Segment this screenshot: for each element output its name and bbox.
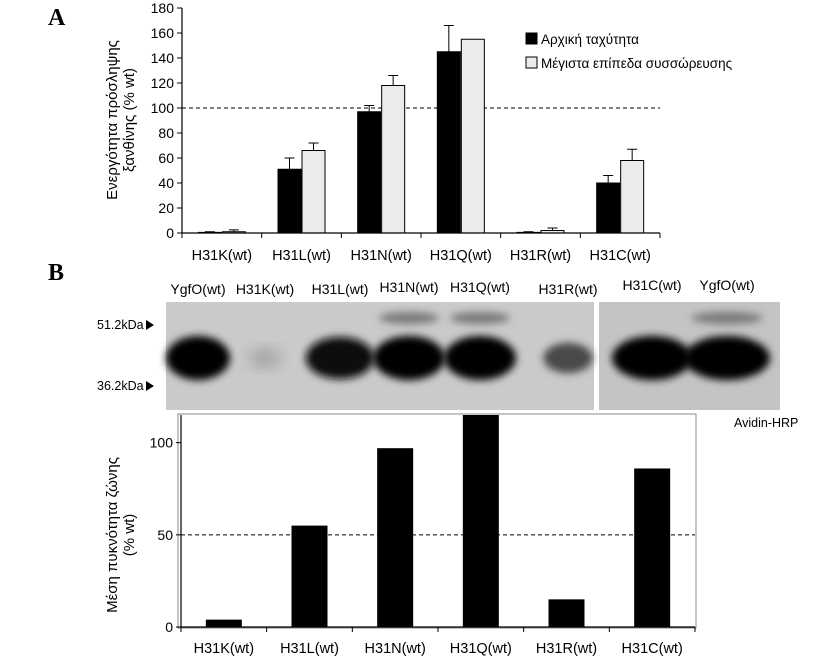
chart-a-bar-initial-1 bbox=[277, 168, 302, 234]
legend-swatch-max-accumulation bbox=[525, 56, 538, 69]
chart-a-bar-max-5 bbox=[620, 160, 645, 234]
chart-a-xtick-label: H31K(wt) bbox=[192, 248, 252, 264]
chart-a-bar-initial-3 bbox=[436, 51, 461, 234]
chart-a-bar-max-2 bbox=[381, 85, 406, 234]
marker-36-arrow bbox=[146, 381, 154, 391]
lane-label-1: H31K(wt) bbox=[236, 281, 294, 297]
chart-a-ytick-label: 140 bbox=[151, 50, 175, 66]
chart-b-xtick-label: H31R(wt) bbox=[536, 641, 597, 657]
blot-upper-band-4 bbox=[450, 312, 510, 324]
blot-band-2 bbox=[305, 336, 375, 380]
chart-a-ylabel-line1: Ενεργότητα πρόσληψης bbox=[104, 40, 121, 200]
marker-36-label: 36.2kDa bbox=[97, 379, 144, 393]
blot-band-4 bbox=[444, 336, 516, 380]
panel-b-letter: B bbox=[48, 260, 64, 286]
marker-51-label: 51.2kDa bbox=[97, 318, 144, 332]
chart-a-bar-max-1 bbox=[301, 150, 326, 234]
chart-b-xtick-label: H31L(wt) bbox=[280, 641, 339, 657]
legend-swatch-initial-rate bbox=[525, 32, 538, 45]
chart-a-ytick-label: 100 bbox=[151, 100, 175, 116]
chart-a-legend: Αρχική ταχύτητα Μέγιστα επίπεδα συσσώρευ… bbox=[525, 32, 733, 71]
chart-b-bar-4 bbox=[548, 599, 585, 627]
chart-a-ytick-label: 0 bbox=[166, 225, 174, 241]
chart-b-ytick-label: 50 bbox=[157, 527, 173, 543]
chart-b-ytick-label: 100 bbox=[150, 435, 174, 451]
chart-b-ylabel-line2: (% wt) bbox=[121, 514, 138, 557]
chart-b-bar-1 bbox=[291, 525, 328, 627]
chart-a-ytick-label: 80 bbox=[158, 125, 174, 141]
lane-label-7: YgfO(wt) bbox=[699, 277, 754, 293]
blot-band-5 bbox=[543, 342, 593, 374]
chart-a-xtick-label: H31R(wt) bbox=[510, 248, 571, 264]
chart-a-ylabel-line2: ξανθίνης (% wt) bbox=[121, 68, 138, 172]
chart-a-ytick-label: 20 bbox=[158, 200, 174, 216]
lane-label-0: YgfO(wt) bbox=[170, 281, 225, 297]
chart-b-bar-3 bbox=[462, 415, 499, 627]
chart-b-bar-5 bbox=[634, 468, 671, 627]
blot-upper-band-3 bbox=[379, 312, 439, 324]
lane-label-2: H31L(wt) bbox=[312, 281, 369, 297]
chart-b-xtick-label: H31Q(wt) bbox=[450, 641, 512, 657]
chart-a-xtick-label: H31C(wt) bbox=[590, 248, 651, 264]
blot-upper-band-7 bbox=[691, 312, 763, 324]
blot-band-1 bbox=[249, 350, 281, 366]
chart-b-bar-0 bbox=[205, 619, 242, 627]
chart-b-xtick-label: H31N(wt) bbox=[365, 641, 426, 657]
blot-band-6 bbox=[612, 336, 692, 380]
lane-label-4: H31Q(wt) bbox=[450, 279, 510, 295]
blot-band-0 bbox=[166, 336, 230, 380]
chart-a-xtick-label: H31N(wt) bbox=[351, 248, 412, 264]
chart-b: Μέση πυκνότητα ζώνης (% wt) H31K(wt) H31L… bbox=[104, 413, 697, 657]
chart-b-bar-2 bbox=[377, 448, 414, 627]
marker-51-arrow bbox=[146, 320, 154, 330]
chart-a-ytick-label: 160 bbox=[151, 25, 175, 41]
lane-label-3: H31N(wt) bbox=[379, 279, 438, 295]
chart-b-frame bbox=[177, 413, 697, 629]
blot-band-3 bbox=[373, 336, 445, 380]
panel-a-letter: A bbox=[48, 5, 66, 31]
chart-a-ytick-label: 120 bbox=[151, 75, 175, 91]
legend-label-max-accumulation: Μέγιστα επίπεδα συσσώρευσης bbox=[541, 56, 733, 71]
chart-b-ytick-label: 0 bbox=[165, 619, 173, 635]
chart-b-ylabel-line1: Μέση πυκνότητα ζώνης bbox=[104, 457, 121, 613]
chart-a-bar-max-3 bbox=[460, 38, 485, 234]
chart-a-ytick-label: 60 bbox=[158, 150, 174, 166]
legend-label-initial-rate: Αρχική ταχύτητα bbox=[541, 32, 639, 47]
chart-a-ytick-label: 40 bbox=[158, 175, 174, 191]
chart-a-ytick-label: 180 bbox=[151, 0, 175, 16]
chart-a: Ενεργότητα πρόσληψης ξανθίνης (% wt) Αρχ… bbox=[104, 0, 733, 264]
chart-b-xtick-label: H31C(wt) bbox=[622, 641, 683, 657]
chart-a-bar-initial-5 bbox=[596, 182, 621, 234]
chart-b-xtick-label: H31K(wt) bbox=[194, 641, 254, 657]
lane-label-6: H31C(wt) bbox=[622, 277, 681, 293]
chart-a-bar-initial-2 bbox=[357, 111, 382, 234]
detection-label: Avidin-HRP bbox=[734, 416, 798, 430]
lane-label-5: H31R(wt) bbox=[538, 281, 597, 297]
chart-a-xtick-label: H31L(wt) bbox=[272, 248, 331, 264]
chart-a-xtick-label: H31Q(wt) bbox=[430, 248, 492, 264]
blot-band-7 bbox=[684, 336, 770, 380]
western-blot: 51.2kDa 36.2kDa Avidin-HRP YgfO(wt) H31K(… bbox=[97, 277, 798, 430]
